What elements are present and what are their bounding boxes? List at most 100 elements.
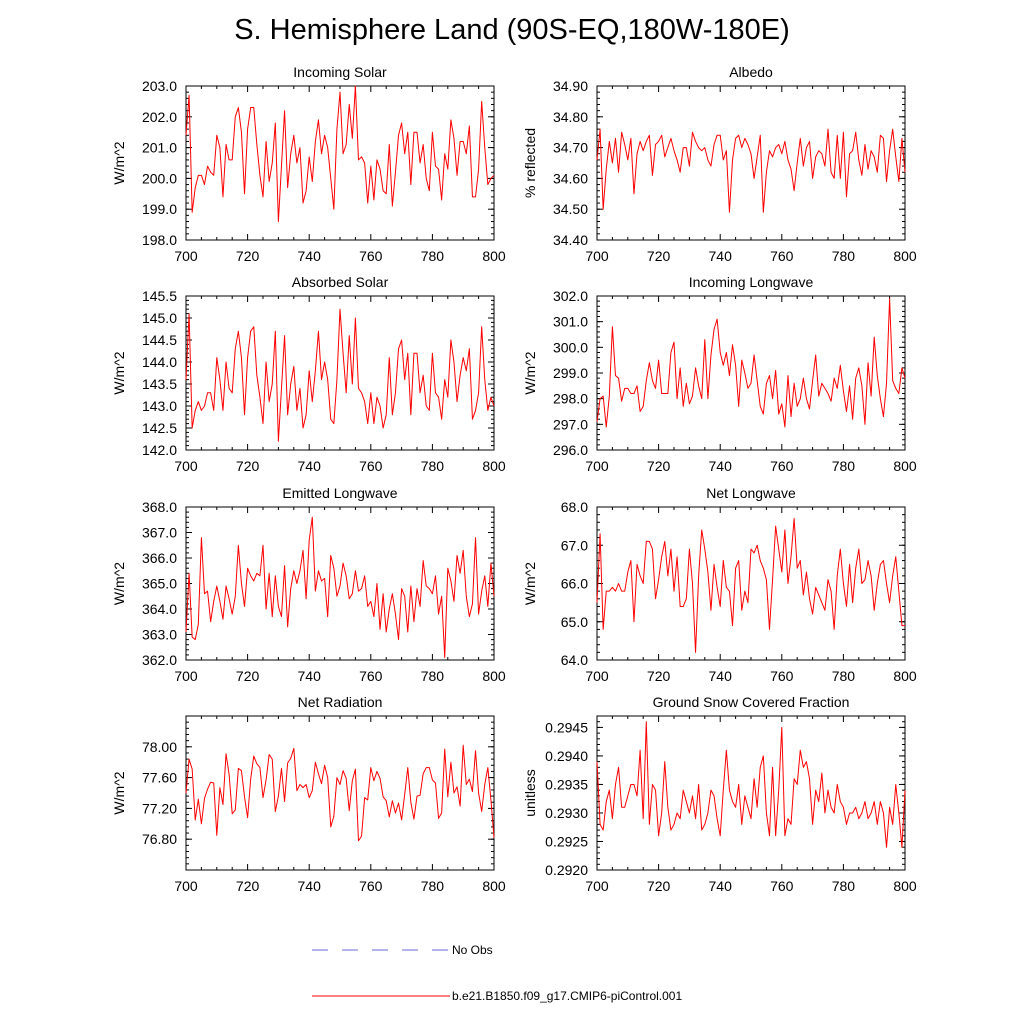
- x-tick-label: 760: [770, 878, 794, 894]
- x-tick-label: 720: [647, 458, 671, 474]
- y-tick-label: 77.60: [142, 770, 177, 786]
- y-tick-label: 300.0: [553, 339, 588, 355]
- x-tick-label: 780: [832, 458, 856, 474]
- y-tick-label: 301.0: [553, 314, 588, 330]
- y-tick-label: 203.0: [142, 78, 177, 94]
- x-tick-label: 740: [709, 878, 733, 894]
- x-tick-label: 780: [832, 878, 856, 894]
- y-tick-label: 77.20: [142, 800, 177, 816]
- x-tick-label: 700: [585, 668, 609, 684]
- plot-frame: [596, 85, 906, 241]
- y-tick-label: 142.5: [142, 420, 177, 436]
- y-tick-label: 65.0: [561, 614, 588, 630]
- x-tick-label: 760: [359, 668, 383, 684]
- chart-panel-6: Net Longwave W/m^2 700 720 740 760 780 800 64.0 6…: [522, 485, 917, 684]
- y-tick-label: 64.0: [561, 652, 588, 668]
- chart-panel-1: Incoming Solar W/m^2 700 720 740 760 780 800 198…: [111, 64, 506, 264]
- chart-panel-5: Emitted Longwave W/m^2 700 720 740 760 780 800 3…: [111, 485, 506, 684]
- x-tick-label: 720: [647, 878, 671, 894]
- y-tick-label: 34.40: [553, 232, 588, 248]
- y-axis-label: W/m^2: [111, 141, 127, 184]
- chart-panel-3: Absorbed Solar W/m^2 700 720 740 760 780 800 142…: [111, 274, 506, 474]
- series-line-model: [596, 298, 906, 428]
- y-tick-label: 367.0: [142, 525, 177, 541]
- x-tick-label: 760: [770, 248, 794, 264]
- y-tick-label: 34.90: [553, 78, 588, 94]
- series-line-model: [185, 308, 495, 442]
- series-line-model: [185, 85, 495, 223]
- x-tick-label: 740: [298, 458, 322, 474]
- panel-title: Ground Snow Covered Fraction: [653, 694, 850, 710]
- y-tick-label: 0.2935: [545, 776, 588, 792]
- y-tick-label: 202.0: [142, 109, 177, 125]
- y-tick-label: 145.5: [142, 288, 177, 304]
- x-tick-label: 700: [174, 878, 198, 894]
- y-tick-label: 143.5: [142, 376, 177, 392]
- x-tick-label: 760: [359, 248, 383, 264]
- series-line-model: [185, 744, 495, 842]
- y-tick-label: 362.0: [142, 652, 177, 668]
- x-tick-label: 720: [236, 878, 260, 894]
- x-tick-label: 740: [298, 878, 322, 894]
- panel-title: Albedo: [729, 64, 773, 80]
- y-tick-label: 363.0: [142, 627, 177, 643]
- x-tick-label: 740: [709, 248, 733, 264]
- chart-panel-7: Net Radiation W/m^2 700 720 740 760 780 800 76.8…: [111, 694, 506, 894]
- y-tick-label: 199.0: [142, 201, 177, 217]
- legend-model-swatch: [312, 995, 450, 997]
- x-tick-label: 800: [482, 878, 506, 894]
- legend-obs-swatch: [312, 949, 450, 951]
- y-tick-label: 297.0: [553, 416, 588, 432]
- x-tick-label: 740: [298, 668, 322, 684]
- y-tick-label: 364.0: [142, 601, 177, 617]
- y-tick-label: 302.0: [553, 288, 588, 304]
- y-tick-label: 298.0: [553, 391, 588, 407]
- figure-title: S. Hemisphere Land (90S-EQ,180W-180E): [234, 14, 790, 46]
- y-tick-label: 34.60: [553, 170, 588, 186]
- y-tick-label: 0.2930: [545, 805, 588, 821]
- x-tick-label: 800: [893, 668, 917, 684]
- x-tick-label: 720: [647, 248, 671, 264]
- x-tick-label: 800: [482, 668, 506, 684]
- y-tick-label: 142.0: [142, 442, 177, 458]
- x-tick-label: 700: [585, 248, 609, 264]
- x-tick-label: 720: [236, 458, 260, 474]
- y-tick-label: 366.0: [142, 550, 177, 566]
- y-tick-label: 198.0: [142, 232, 177, 248]
- x-tick-label: 720: [236, 248, 260, 264]
- x-tick-label: 700: [174, 458, 198, 474]
- x-tick-label: 700: [174, 668, 198, 684]
- series-line-model: [185, 516, 495, 658]
- x-tick-label: 740: [709, 458, 733, 474]
- series-line-model: [596, 128, 906, 213]
- y-axis-label: unitless: [522, 769, 538, 816]
- panel-title: Net Longwave: [706, 485, 796, 501]
- y-tick-label: 34.50: [553, 201, 588, 217]
- y-axis-label: W/m^2: [111, 771, 127, 814]
- plot-frame: [596, 295, 906, 451]
- y-axis-label: % reflected: [522, 128, 538, 198]
- chart-panel-4: Incoming Longwave W/m^2 700 720 740 760 780 800…: [522, 274, 917, 474]
- x-tick-label: 760: [770, 458, 794, 474]
- y-tick-label: 365.0: [142, 576, 177, 592]
- y-axis-label: W/m^2: [522, 351, 538, 394]
- x-tick-label: 800: [482, 248, 506, 264]
- series-line-model: [596, 517, 905, 653]
- legend-obs-label: No Obs: [452, 943, 493, 957]
- y-tick-label: 0.2925: [545, 833, 588, 849]
- y-tick-label: 201.0: [142, 140, 177, 156]
- y-axis-label: W/m^2: [111, 351, 127, 394]
- y-tick-label: 76.80: [142, 831, 177, 847]
- y-tick-label: 143.0: [142, 398, 177, 414]
- y-tick-label: 34.80: [553, 109, 588, 125]
- x-tick-label: 780: [421, 458, 445, 474]
- y-tick-label: 66.0: [561, 576, 588, 592]
- x-tick-label: 800: [482, 458, 506, 474]
- panel-title: Net Radiation: [298, 694, 383, 710]
- x-tick-label: 740: [298, 248, 322, 264]
- x-tick-label: 720: [647, 668, 671, 684]
- y-axis-label: W/m^2: [522, 562, 538, 605]
- y-tick-label: 145.0: [142, 310, 177, 326]
- y-tick-label: 368.0: [142, 499, 177, 515]
- panel-title: Absorbed Solar: [292, 274, 389, 290]
